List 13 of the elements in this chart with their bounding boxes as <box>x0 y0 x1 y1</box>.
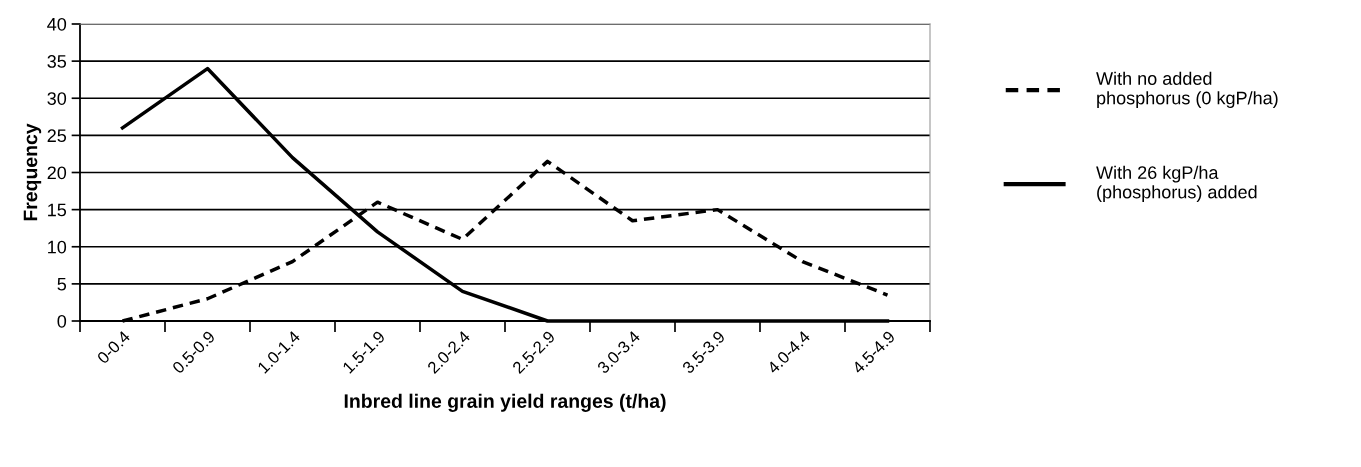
y-tick-label: 5 <box>57 278 67 291</box>
y-tick-label: 0 <box>57 314 67 328</box>
y-tick-label: 30 <box>47 92 67 105</box>
y-tick-label: 15 <box>48 203 67 217</box>
legend-label: With no added phosphorus (0 kgP/ha) <box>1096 71 1278 108</box>
legend-label: With 26 kgP/ha (phosphorus) added <box>1096 165 1257 203</box>
x-axis-title: Inbred line grain yield ranges (t/ha) <box>344 393 666 412</box>
y-axis-title: Frequency <box>23 123 42 221</box>
y-tick-label: 35 <box>47 55 67 68</box>
y-tick-label: 40 <box>47 17 67 31</box>
y-tick-label: 10 <box>48 240 67 254</box>
y-tick-label: 20 <box>47 166 67 180</box>
y-tick-label: 25 <box>47 129 67 143</box>
